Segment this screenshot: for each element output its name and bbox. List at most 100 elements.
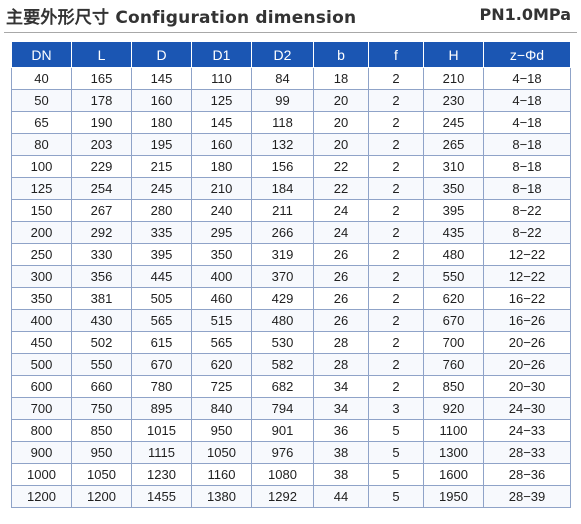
table-row: 80 203 195 160 132 20 2 265 8−18 xyxy=(11,133,571,156)
table-cell: 901 xyxy=(251,419,314,442)
table-row: 65 190 180 145 118 20 2 245 4−18 xyxy=(11,111,571,134)
table-cell: 210 xyxy=(423,67,484,90)
table-cell: 28−33 xyxy=(483,441,571,464)
table-row: 40 165 145 110 84 18 2 210 4−18 xyxy=(11,67,571,90)
table-cell: 28−36 xyxy=(483,463,571,486)
table-cell: 780 xyxy=(131,375,192,398)
table-cell: 2 xyxy=(368,221,424,244)
table-cell: 180 xyxy=(131,111,192,134)
table-row: 200 292 335 295 266 24 2 435 8−22 xyxy=(11,221,571,244)
column-header: D1 xyxy=(191,41,252,68)
column-header: b xyxy=(313,41,369,68)
table-cell: 265 xyxy=(423,133,484,156)
table-cell: 195 xyxy=(131,133,192,156)
table-cell: 370 xyxy=(251,265,314,288)
table-cell: 34 xyxy=(313,375,369,398)
table-cell: 600 xyxy=(11,375,72,398)
column-header: z−Φd xyxy=(483,41,571,68)
table-cell: 620 xyxy=(423,287,484,310)
table-cell: 565 xyxy=(191,331,252,354)
header-divider xyxy=(4,32,577,33)
table-cell: 335 xyxy=(131,221,192,244)
table-cell: 229 xyxy=(71,155,132,178)
table-cell: 215 xyxy=(131,155,192,178)
table-cell: 12−22 xyxy=(483,243,571,266)
table-cell: 500 xyxy=(11,353,72,376)
table-cell: 670 xyxy=(423,309,484,332)
table-cell: 100 xyxy=(11,155,72,178)
table-cell: 26 xyxy=(313,287,369,310)
table-cell: 292 xyxy=(71,221,132,244)
table-row: 150 267 280 240 211 24 2 395 8−22 xyxy=(11,199,571,222)
table-cell: 429 xyxy=(251,287,314,310)
table-row: 250 330 395 350 319 26 2 480 12−22 xyxy=(11,243,571,266)
table-row: 1000 1050 1230 1160 1080 38 5 1600 28−36 xyxy=(11,463,571,486)
table-cell: 40 xyxy=(11,67,72,90)
table-cell: 2 xyxy=(368,375,424,398)
table-cell: 515 xyxy=(191,309,252,332)
table-cell: 2 xyxy=(368,353,424,376)
table-cell: 178 xyxy=(71,89,132,112)
table-cell: 2 xyxy=(368,265,424,288)
table-cell: 350 xyxy=(11,287,72,310)
table-cell: 1160 xyxy=(191,463,252,486)
table-cell: 356 xyxy=(71,265,132,288)
table-cell: 125 xyxy=(191,89,252,112)
column-header: DN xyxy=(11,41,72,68)
table-cell: 160 xyxy=(191,133,252,156)
table-cell: 1015 xyxy=(131,419,192,442)
table-cell: 1050 xyxy=(191,441,252,464)
table-row: 900 950 1115 1050 976 38 5 1300 28−33 xyxy=(11,441,571,464)
table-cell: 565 xyxy=(131,309,192,332)
table-cell: 700 xyxy=(423,331,484,354)
table-cell: 400 xyxy=(11,309,72,332)
table-row: 450 502 615 565 530 28 2 700 20−26 xyxy=(11,331,571,354)
table-row: 500 550 670 620 582 28 2 760 20−26 xyxy=(11,353,571,376)
table-cell: 660 xyxy=(71,375,132,398)
table-row: 1200 1200 1455 1380 1292 44 5 1950 28−39 xyxy=(11,485,571,508)
table-cell: 800 xyxy=(11,419,72,442)
table-cell: 65 xyxy=(11,111,72,134)
table-cell: 1292 xyxy=(251,485,314,508)
table-cell: 180 xyxy=(191,155,252,178)
table-row: 125 254 245 210 184 22 2 350 8−18 xyxy=(11,177,571,200)
table-cell: 330 xyxy=(71,243,132,266)
table-row: 50 178 160 125 99 20 2 230 4−18 xyxy=(11,89,571,112)
table-cell: 2 xyxy=(368,309,424,332)
table-cell: 26 xyxy=(313,265,369,288)
table-cell: 38 xyxy=(313,463,369,486)
table-cell: 8−18 xyxy=(483,177,571,200)
table-cell: 682 xyxy=(251,375,314,398)
table-cell: 2 xyxy=(368,243,424,266)
table-row: 400 430 565 515 480 26 2 670 16−26 xyxy=(11,309,571,332)
table-cell: 160 xyxy=(131,89,192,112)
table-cell: 760 xyxy=(423,353,484,376)
table-cell: 435 xyxy=(423,221,484,244)
table-cell: 50 xyxy=(11,89,72,112)
table-cell: 5 xyxy=(368,463,424,486)
table-cell: 8−18 xyxy=(483,133,571,156)
table-cell: 24 xyxy=(313,199,369,222)
table-cell: 1300 xyxy=(423,441,484,464)
table-cell: 190 xyxy=(71,111,132,134)
table-cell: 395 xyxy=(423,199,484,222)
table-cell: 210 xyxy=(191,177,252,200)
table-cell: 254 xyxy=(71,177,132,200)
table-cell: 18 xyxy=(313,67,369,90)
table-cell: 240 xyxy=(191,199,252,222)
table-cell: 20−26 xyxy=(483,331,571,354)
table-cell: 4−18 xyxy=(483,111,571,134)
table-cell: 1200 xyxy=(71,485,132,508)
table-cell: 4−18 xyxy=(483,89,571,112)
table-cell: 950 xyxy=(71,441,132,464)
table-cell: 620 xyxy=(191,353,252,376)
table-cell: 4−18 xyxy=(483,67,571,90)
table-cell: 1080 xyxy=(251,463,314,486)
table-cell: 400 xyxy=(191,265,252,288)
table-cell: 5 xyxy=(368,441,424,464)
table-row: 700 750 895 840 794 34 3 920 24−30 xyxy=(11,397,571,420)
table-cell: 44 xyxy=(313,485,369,508)
table-cell: 2 xyxy=(368,89,424,112)
